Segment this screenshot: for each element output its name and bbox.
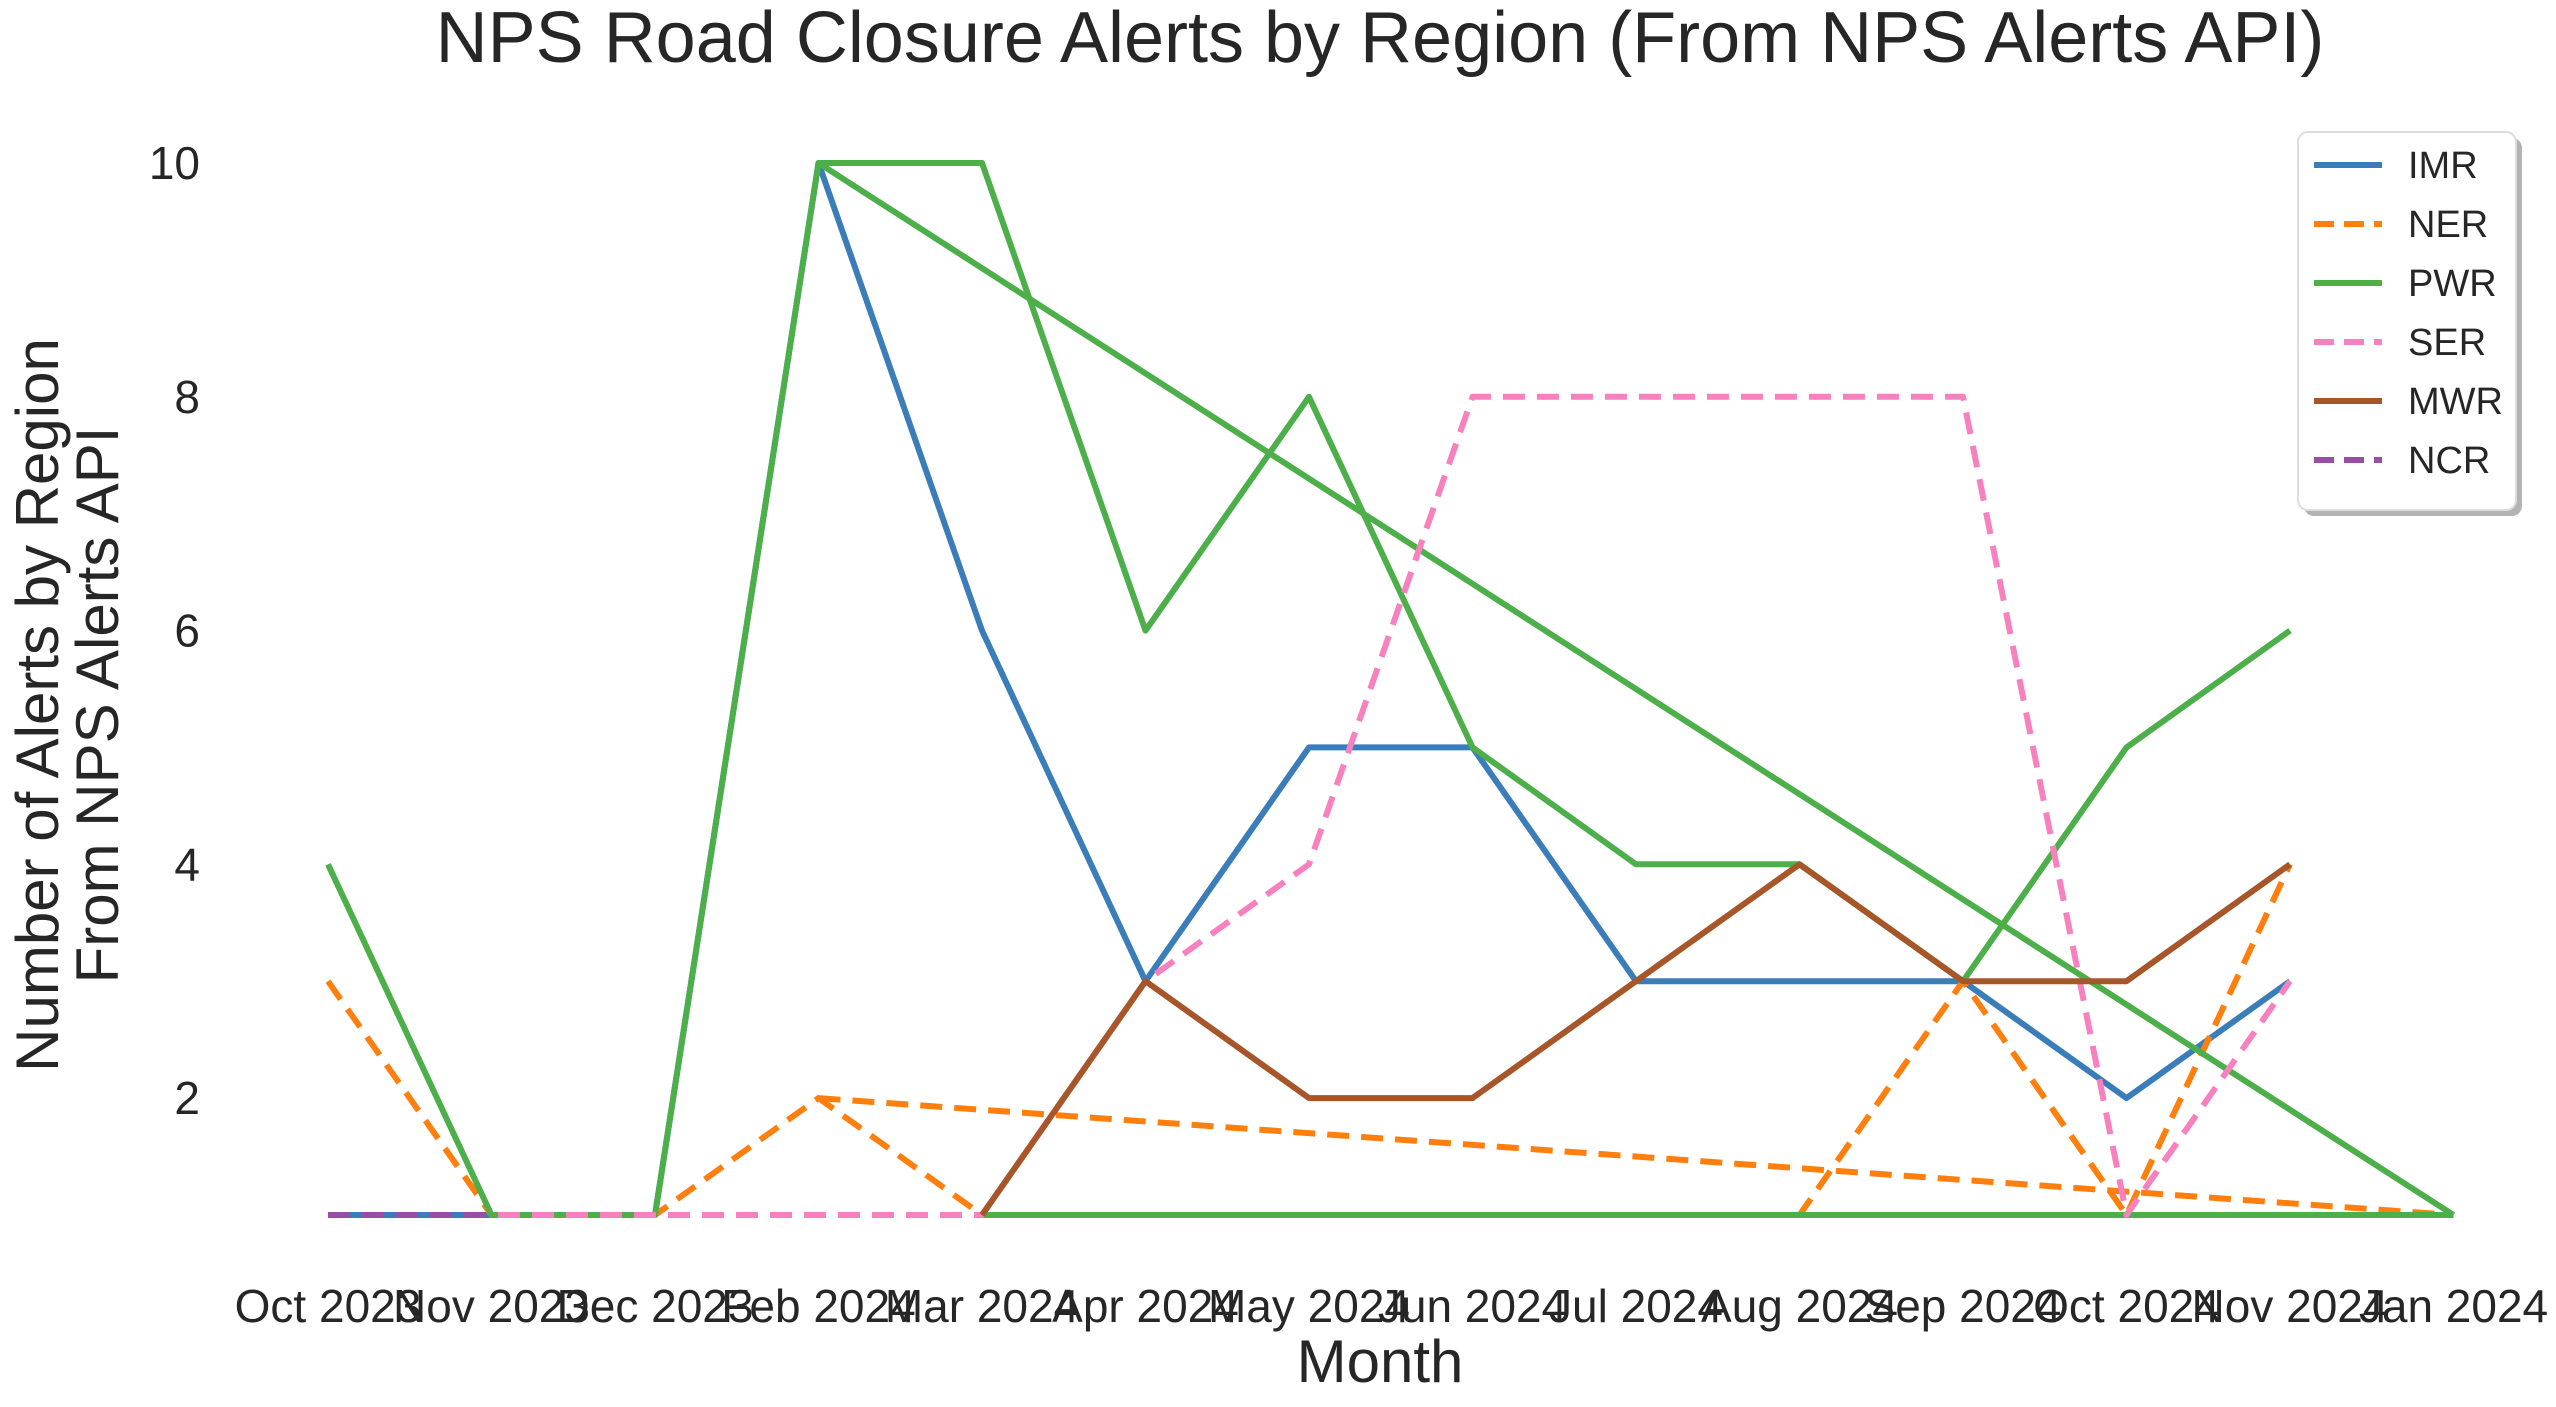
y-axis-title-line-1: Number of Alerts by Region: [4, 338, 71, 1072]
legend: IMR NER PWR SER MWR NCR: [2297, 131, 2522, 516]
y-axis-title-line-2: From NPS Alerts API: [64, 427, 131, 984]
x-tick-label-mar-2024: Mar 2024: [885, 1280, 1079, 1332]
series-line-pwr: [325, 160, 2292, 1218]
y-tick-label-6: 6: [174, 605, 200, 657]
series-line-mwr: [979, 861, 2292, 1217]
series-segment-ner-1: [818, 1095, 2454, 1218]
y-axis-title: Number of Alerts by Region From NPS Aler…: [4, 338, 131, 1072]
x-tick-label-apr-2024: Apr 2024: [1052, 1280, 1239, 1332]
x-tick-label-nov-2023: Nov 2023: [393, 1280, 590, 1332]
x-tick-label-jun-2024: Jun 2024: [1378, 1280, 1567, 1332]
x-tick-label-may-2024: May 2024: [1208, 1280, 1410, 1332]
legend-label-pwr: PWR: [2408, 263, 2497, 305]
x-tick-label-oct-2024: Oct 2024: [2033, 1280, 2220, 1332]
series-lines: [325, 160, 2456, 1218]
series-segment-pwr-1: [816, 160, 2456, 1218]
x-tick-label-sep-2024: Sep 2024: [1865, 1280, 2062, 1332]
x-tick-label-feb-2024: Feb 2024: [721, 1280, 915, 1332]
legend-label-ner: NER: [2408, 204, 2488, 246]
legend-label-imr: IMR: [2408, 145, 2478, 187]
x-tick-label-aug-2024: Aug 2024: [1701, 1280, 1898, 1332]
x-tick-label-dec-2023: Dec 2023: [557, 1280, 754, 1332]
chart-title: NPS Road Closure Alerts by Region (From …: [436, 0, 2325, 78]
y-tick-label-8: 8: [174, 371, 200, 423]
y-axis-ticks: 2 4 6 8 10: [149, 137, 200, 1124]
x-tick-label-nov-2024: Nov 2024: [2192, 1280, 2389, 1332]
x-axis-title: Month: [1297, 1328, 1464, 1395]
x-tick-label-oct-2023: Oct 2023: [235, 1280, 422, 1332]
y-tick-label-4: 4: [174, 838, 200, 890]
series-line-imr: [328, 160, 2292, 1218]
x-tick-label-jul-2024: Jul 2024: [1549, 1280, 1723, 1332]
y-tick-label-10: 10: [149, 137, 200, 189]
legend-label-ser: SER: [2408, 322, 2486, 364]
legend-label-ncr: NCR: [2408, 440, 2490, 482]
y-tick-label-2: 2: [174, 1072, 200, 1124]
legend-label-mwr: MWR: [2408, 381, 2503, 423]
x-tick-label-jan-2024: Jan 2024: [2359, 1280, 2548, 1332]
series-line-ser: [328, 393, 2293, 1218]
